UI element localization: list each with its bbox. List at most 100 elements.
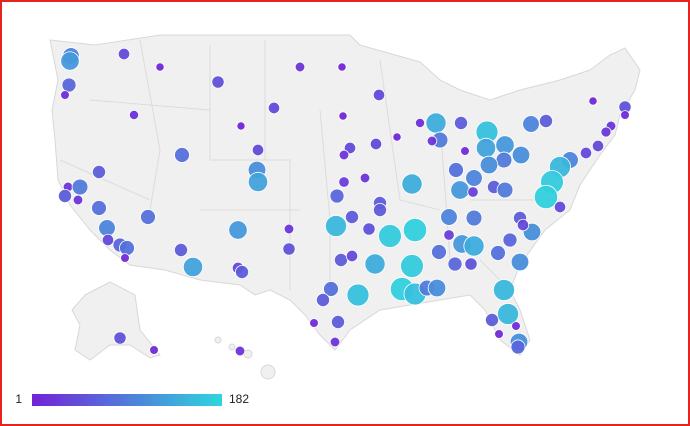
bubble — [372, 202, 388, 218]
bubble — [465, 209, 483, 227]
bubble — [362, 222, 376, 236]
bubble — [338, 176, 350, 188]
colorbar — [32, 394, 222, 406]
bubble — [533, 184, 559, 210]
bubble — [497, 303, 519, 325]
bubble — [329, 188, 345, 204]
bubble — [494, 329, 504, 339]
bubble — [345, 249, 359, 263]
bubble — [333, 252, 349, 268]
bubble — [402, 217, 428, 243]
bubble — [228, 220, 248, 240]
bubble — [329, 336, 341, 348]
bubble — [211, 75, 225, 89]
bubble — [71, 178, 89, 196]
bubble — [620, 110, 630, 120]
bubble — [510, 252, 530, 272]
bubble — [493, 279, 515, 301]
bubble — [510, 339, 526, 355]
bubble — [120, 253, 130, 263]
bubble — [495, 135, 515, 155]
bubble — [325, 215, 347, 237]
bubble — [346, 283, 370, 307]
bubble — [283, 223, 295, 235]
bubble — [267, 101, 281, 115]
bubble — [591, 139, 605, 153]
bubble — [234, 345, 246, 357]
alaska — [71, 281, 161, 361]
bubble — [414, 117, 426, 129]
bubble — [117, 47, 131, 61]
bubble — [465, 169, 483, 187]
bubble — [460, 146, 470, 156]
bubble — [174, 147, 190, 163]
colorbar-max: 182 — [229, 392, 249, 406]
bubble — [234, 264, 250, 280]
bubble — [496, 181, 514, 199]
bubble — [330, 314, 346, 330]
bubble — [431, 244, 447, 260]
bubble — [425, 112, 447, 134]
bubble — [251, 143, 265, 157]
bubble — [511, 145, 531, 165]
bubble — [440, 208, 458, 226]
bubble — [236, 121, 246, 131]
bubble — [364, 253, 386, 275]
bubble — [173, 242, 189, 258]
bubble — [426, 135, 438, 147]
bubble — [522, 115, 540, 133]
bubble — [378, 224, 402, 248]
bubble — [464, 257, 478, 271]
bubble — [538, 113, 554, 129]
bubble — [72, 194, 84, 206]
bubble — [323, 281, 339, 297]
bubble — [600, 126, 612, 138]
bubble — [400, 254, 424, 278]
bubble — [128, 109, 140, 121]
bubble — [369, 137, 383, 151]
bubble — [60, 51, 80, 71]
bubble — [579, 146, 593, 160]
bubble — [448, 162, 464, 178]
bubble — [495, 151, 513, 169]
bubble — [140, 209, 156, 225]
bubble — [475, 137, 497, 159]
bubble — [247, 171, 269, 193]
bubble — [309, 318, 319, 328]
bubble — [337, 62, 347, 72]
bubble — [182, 256, 204, 278]
bubble — [149, 345, 159, 355]
bubble — [155, 62, 165, 72]
bubble — [338, 111, 348, 121]
bubble — [338, 149, 350, 161]
hawaii — [214, 336, 276, 380]
bubble — [443, 229, 455, 241]
bubble — [372, 88, 386, 102]
bubble — [511, 321, 521, 331]
bubble — [294, 61, 306, 73]
bubble — [467, 186, 479, 198]
bubble — [479, 155, 499, 175]
bubble — [113, 331, 127, 345]
bubble — [453, 115, 469, 131]
bubble — [463, 235, 485, 257]
bubble — [588, 96, 598, 106]
bubble — [516, 218, 530, 232]
bubble — [344, 209, 360, 225]
bubble — [392, 132, 402, 142]
bubble — [315, 292, 331, 308]
bubble — [401, 173, 423, 195]
bubble — [282, 242, 296, 256]
bubble — [101, 233, 115, 247]
colorbar-min: 1 — [15, 392, 22, 406]
bubble — [490, 245, 506, 261]
bubble — [359, 172, 371, 184]
bubble — [502, 232, 518, 248]
bubble — [447, 256, 463, 272]
bubble — [450, 180, 470, 200]
bubble — [119, 240, 135, 256]
bubble — [91, 200, 107, 216]
bubble — [61, 77, 77, 93]
